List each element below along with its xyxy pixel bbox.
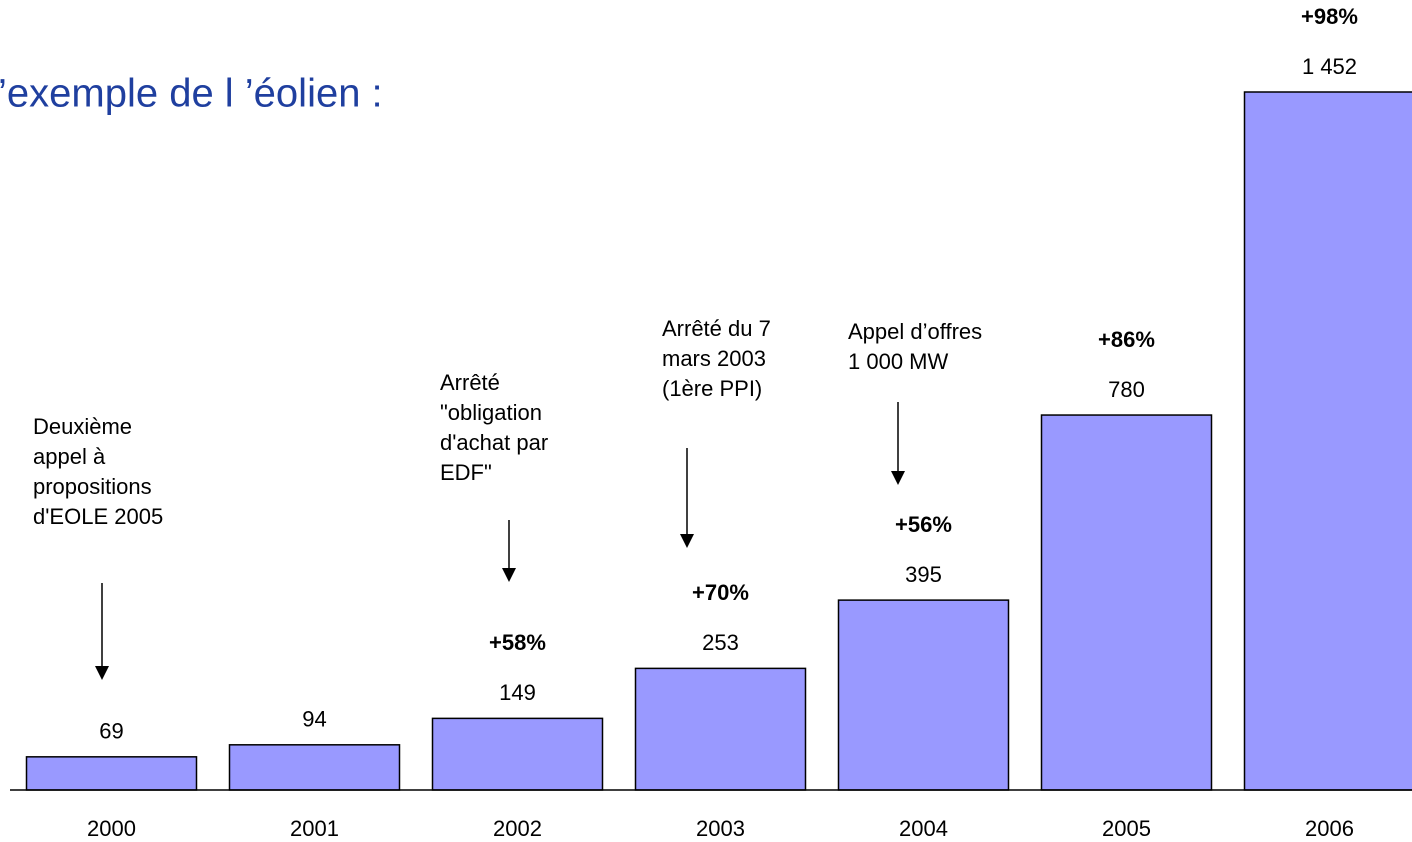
x-tick-label: 2005: [1102, 816, 1151, 841]
growth-label: +58%: [489, 630, 546, 655]
event-arrowhead: [502, 568, 516, 582]
value-label: 253: [702, 630, 739, 655]
x-tick-label: 2004: [899, 816, 948, 841]
value-label: 1 452: [1302, 54, 1357, 79]
growth-label: +98%: [1301, 4, 1358, 29]
event-text: EDF": [440, 460, 492, 485]
event-text: propositions: [33, 474, 152, 499]
x-tick-label: 2001: [290, 816, 339, 841]
bar: [1243, 91, 1412, 791]
value-label: 780: [1108, 377, 1145, 402]
bar: [837, 599, 1010, 791]
value-label: 94: [302, 707, 326, 732]
event-text: 1 000 MW: [848, 349, 948, 374]
x-tick-label: 2006: [1305, 816, 1354, 841]
event-text: Appel d’offres: [848, 319, 982, 344]
value-label: 149: [499, 680, 536, 705]
event-arrowhead: [95, 666, 109, 680]
event-text: "obligation: [440, 400, 542, 425]
x-tick-label: 2002: [493, 816, 542, 841]
event-text: Deuxième: [33, 414, 132, 439]
growth-label: +86%: [1098, 327, 1155, 352]
event-arrowhead: [680, 534, 694, 548]
bar: [228, 744, 401, 791]
bar: [25, 756, 198, 791]
event-text: Arrêté du 7: [662, 316, 771, 341]
event-text: mars 2003: [662, 346, 766, 371]
value-label: 69: [99, 719, 123, 744]
event-text: appel à: [33, 444, 106, 469]
event-text: (1ère PPI): [662, 376, 762, 401]
event-text: d'EOLE 2005: [33, 504, 163, 529]
growth-label: +70%: [692, 580, 749, 605]
x-tick-label: 2000: [87, 816, 136, 841]
chart-title: ’exemple de l ’éolien :: [0, 72, 383, 116]
bar: [634, 667, 807, 791]
bar: [1040, 414, 1213, 791]
bar: [431, 717, 604, 791]
event-text: Arrêté: [440, 370, 500, 395]
event-arrowhead: [891, 471, 905, 485]
growth-label: +56%: [895, 512, 952, 537]
x-tick-label: 2003: [696, 816, 745, 841]
value-label: 395: [905, 562, 942, 587]
event-text: d'achat par: [440, 430, 548, 455]
